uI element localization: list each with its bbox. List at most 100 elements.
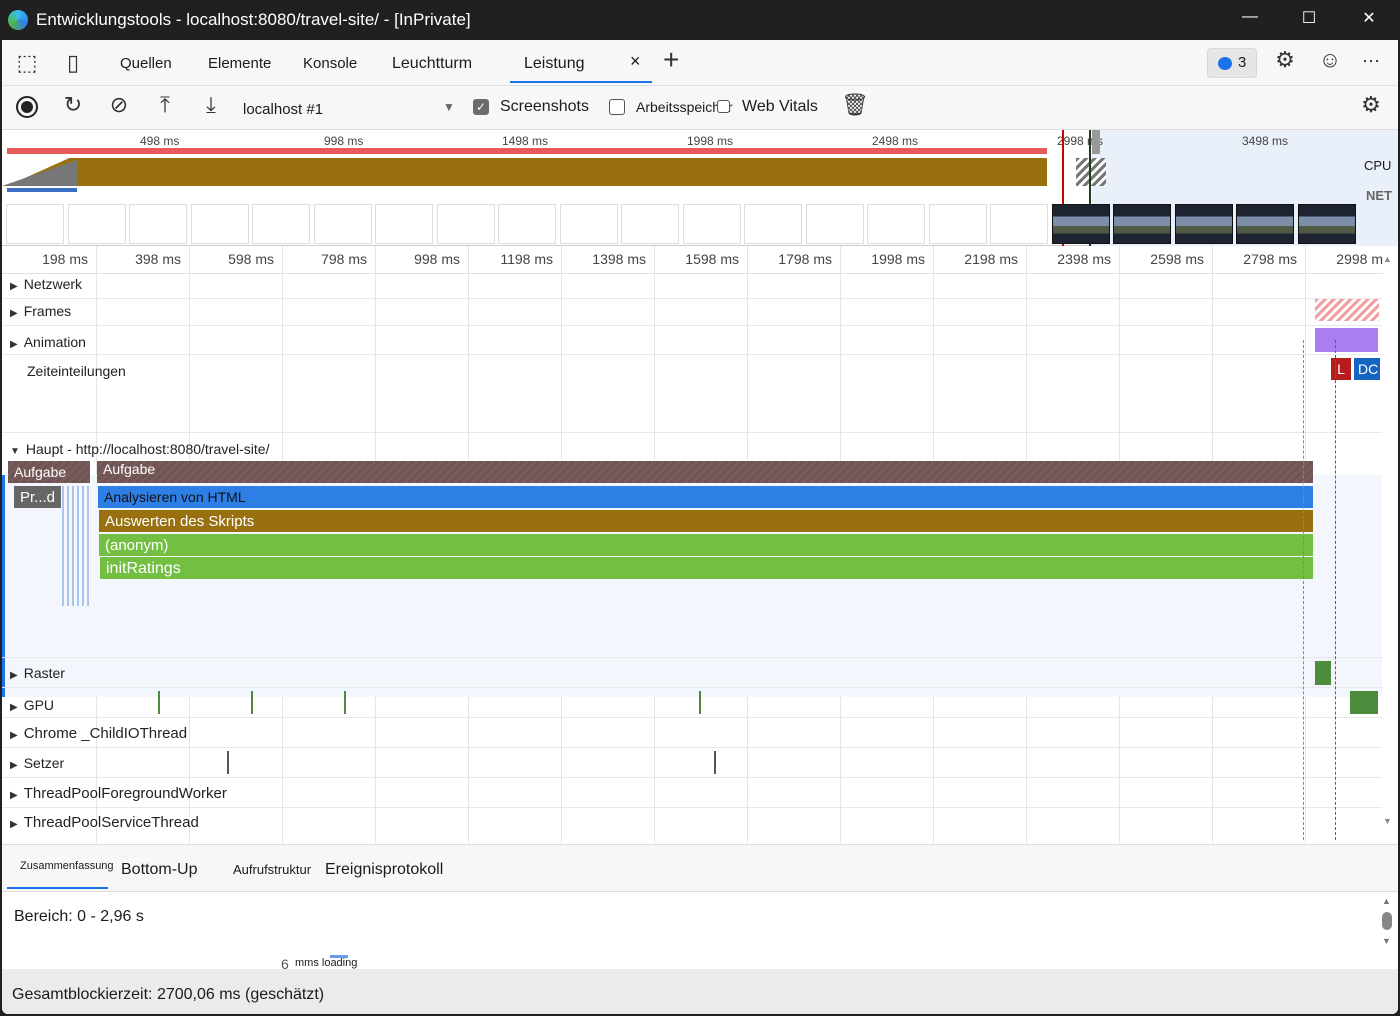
- gpu-slice[interactable]: [699, 691, 701, 714]
- reload-record-icon[interactable]: ↻: [63, 92, 83, 117]
- anonymous-function-bar[interactable]: (anonym): [99, 534, 1313, 556]
- task-bar[interactable]: Aufgabe: [8, 461, 90, 483]
- frames-bar[interactable]: [1315, 299, 1379, 321]
- expand-arrow-icon[interactable]: ▶: [10, 281, 18, 292]
- screenshot-thumbnail[interactable]: [990, 204, 1048, 244]
- minimize-button[interactable]: —: [1242, 8, 1258, 25]
- webvitals-checkbox[interactable]: [717, 100, 730, 113]
- compositor-slice[interactable]: [227, 751, 229, 774]
- expand-arrow-icon[interactable]: ▶: [10, 730, 18, 741]
- tab-sources[interactable]: Quellen: [120, 55, 172, 72]
- gpu-slice[interactable]: [158, 691, 160, 714]
- scroll-thumb[interactable]: [1382, 912, 1392, 930]
- small-call-slices[interactable]: [62, 486, 92, 606]
- timeline-scrollbar[interactable]: ▲ ▼: [1383, 246, 1398, 844]
- tab-summary[interactable]: Zusammenfassung: [20, 860, 114, 872]
- screenshot-thumbnail[interactable]: [436, 204, 495, 244]
- dcl-marker[interactable]: DC: [1354, 358, 1380, 380]
- more-options-icon[interactable]: ···: [1362, 50, 1380, 70]
- screenshot-thumbnail[interactable]: [1113, 204, 1171, 244]
- screenshot-thumbnail[interactable]: [1297, 204, 1356, 244]
- tab-call-tree[interactable]: Aufrufstruktur: [233, 862, 312, 877]
- screenshot-thumbnail[interactable]: [190, 204, 249, 244]
- track-compositor[interactable]: ▶ Setzer: [10, 755, 64, 771]
- screenshot-thumbnail[interactable]: [682, 204, 741, 244]
- screenshot-thumbnail[interactable]: [621, 204, 679, 244]
- compositor-slice[interactable]: [714, 751, 716, 774]
- maximize-button[interactable]: ☐: [1301, 10, 1317, 27]
- expand-arrow-icon[interactable]: ▶: [10, 760, 18, 771]
- gpu-slice[interactable]: [344, 691, 346, 714]
- screenshot-thumbnail[interactable]: [1236, 204, 1294, 244]
- screenshot-thumbnail[interactable]: [313, 204, 372, 244]
- screenshot-thumbnail[interactable]: [744, 204, 802, 244]
- track-io-thread[interactable]: ▶ Chrome _ChildIOThread: [10, 725, 187, 742]
- memory-checkbox[interactable]: [609, 99, 625, 115]
- track-raster[interactable]: ▶ Raster: [10, 665, 65, 681]
- screenshot-thumbnail[interactable]: [1174, 204, 1233, 244]
- evaluate-script-bar[interactable]: Auswerten des Skripts: [99, 510, 1313, 532]
- overview-window-handle[interactable]: [1092, 130, 1100, 154]
- screenshot-thumbnail[interactable]: [805, 204, 864, 244]
- close-window-button[interactable]: ✕: [1362, 10, 1376, 27]
- capture-settings-gear-icon[interactable]: ⚙: [1361, 92, 1381, 117]
- screenshot-thumbnail[interactable]: [6, 204, 64, 244]
- screenshot-thumbnail[interactable]: [375, 204, 433, 244]
- expand-arrow-icon[interactable]: ▶: [10, 308, 18, 319]
- scroll-down-icon[interactable]: ▼: [1382, 936, 1391, 946]
- load-marker[interactable]: L: [1331, 358, 1351, 380]
- tab-elements[interactable]: Elemente: [208, 55, 272, 72]
- screenshot-thumbnail[interactable]: [252, 204, 310, 244]
- upload-profile-icon[interactable]: ⤒: [160, 92, 170, 117]
- init-ratings-bar[interactable]: initRatings: [100, 557, 1313, 579]
- details-scrollbar[interactable]: ▲ ▼: [1382, 896, 1396, 966]
- scroll-down-icon[interactable]: ▼: [1383, 816, 1392, 826]
- dropdown-arrow-icon[interactable]: ▼: [443, 100, 455, 114]
- tab-performance[interactable]: Leistung: [524, 55, 585, 72]
- trash-icon[interactable]: 🗑: [841, 92, 869, 117]
- clear-icon[interactable]: ⊘: [109, 92, 129, 117]
- track-threadpool-foreground[interactable]: ▶ ThreadPoolForegroundWorker: [10, 785, 227, 802]
- expand-arrow-icon[interactable]: ▶: [10, 790, 18, 801]
- track-animation[interactable]: ▶ Animation: [10, 334, 86, 350]
- profile-select[interactable]: localhost #1: [243, 101, 324, 118]
- screenshot-thumbnail[interactable]: [67, 204, 126, 244]
- tab-lighthouse[interactable]: Leuchtturm: [392, 55, 473, 72]
- record-icon[interactable]: [16, 96, 38, 118]
- scroll-up-icon[interactable]: ▲: [1383, 254, 1392, 264]
- close-tab-icon[interactable]: ×: [630, 51, 641, 71]
- raster-bar[interactable]: [1315, 661, 1331, 685]
- tab-bottom-up[interactable]: Bottom-Up: [121, 861, 198, 878]
- issues-button[interactable]: 3: [1207, 48, 1257, 78]
- screenshot-thumbnail[interactable]: [867, 204, 925, 244]
- scroll-up-icon[interactable]: ▲: [1382, 896, 1391, 906]
- expand-arrow-icon[interactable]: ▶: [10, 819, 18, 830]
- tab-console[interactable]: Konsole: [303, 55, 358, 72]
- screenshot-thumbnail[interactable]: [1051, 204, 1110, 244]
- screenshot-thumbnail[interactable]: [129, 204, 187, 244]
- settings-gear-icon[interactable]: ⚙: [1275, 47, 1295, 72]
- inspect-element-icon[interactable]: ⬚: [16, 50, 38, 75]
- gpu-slice[interactable]: [251, 691, 253, 714]
- download-profile-icon[interactable]: ⤓: [206, 92, 216, 117]
- add-tab-icon[interactable]: +: [663, 44, 680, 75]
- track-frames[interactable]: ▶ Frames: [10, 303, 71, 319]
- expand-arrow-icon[interactable]: ▶: [10, 339, 18, 350]
- track-timings[interactable]: Zeiteinteilungen: [27, 363, 126, 379]
- parse-html-bar[interactable]: Analysieren von HTML: [98, 486, 1313, 508]
- track-threadpool-service[interactable]: ▶ ThreadPoolServiceThread: [10, 814, 199, 831]
- screenshot-thumbnail[interactable]: [498, 204, 556, 244]
- parse-bar-short[interactable]: Pr...d: [14, 486, 61, 508]
- gpu-bar[interactable]: [1350, 691, 1378, 714]
- task-bar-long[interactable]: Aufgabe: [97, 461, 1313, 483]
- screenshot-thumbnail[interactable]: [928, 204, 987, 244]
- screenshots-checkbox[interactable]: ✓: [473, 99, 489, 115]
- screenshot-thumbnail[interactable]: [559, 204, 618, 244]
- expand-arrow-icon[interactable]: ▶: [10, 702, 18, 713]
- timeline-overview[interactable]: 498 ms 998 ms 1498 ms 1998 ms 2498 ms 29…: [2, 130, 1398, 246]
- track-main[interactable]: ▼ Haupt - http://localhost:8080/travel-si…: [10, 441, 269, 457]
- track-network[interactable]: ▶ Netzwerk: [10, 276, 82, 292]
- collapse-arrow-icon[interactable]: ▼: [10, 446, 20, 457]
- animation-bar[interactable]: [1315, 328, 1378, 352]
- device-emulation-icon[interactable]: ▯: [66, 50, 80, 75]
